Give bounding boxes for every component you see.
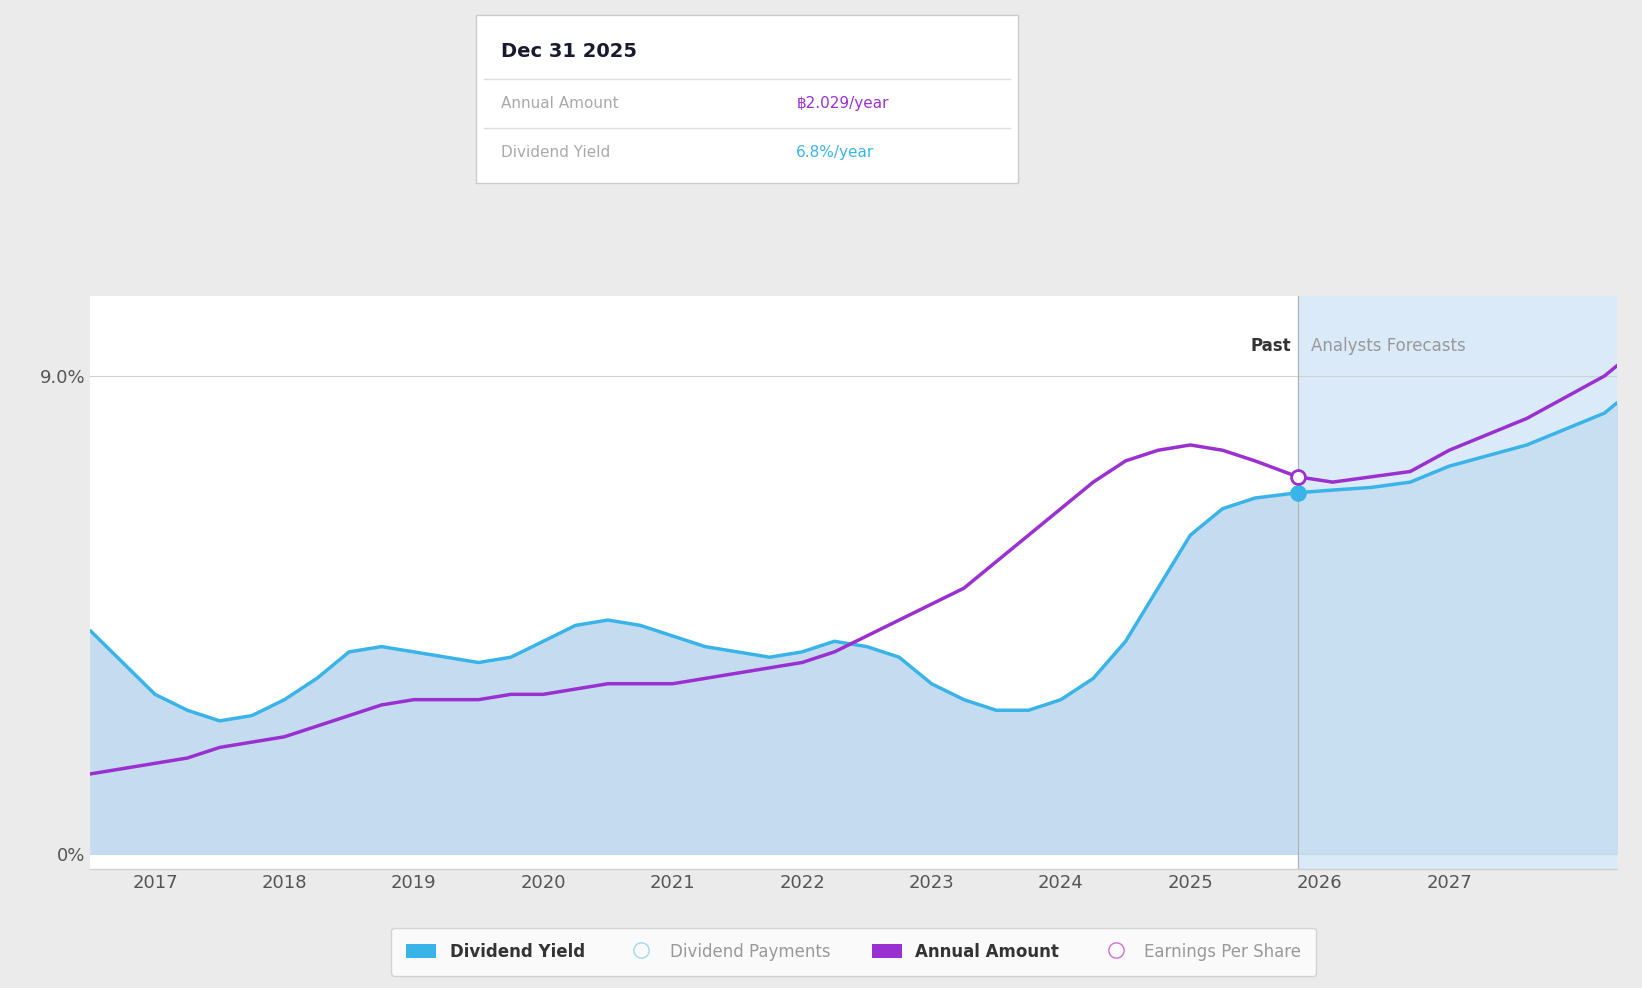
Legend: Dividend Yield, Dividend Payments, Annual Amount, Earnings Per Share: Dividend Yield, Dividend Payments, Annua… <box>391 928 1317 976</box>
Text: Past: Past <box>1251 337 1291 355</box>
Text: Dec 31 2025: Dec 31 2025 <box>501 42 637 61</box>
Text: Annual Amount: Annual Amount <box>501 96 619 111</box>
Text: 6.8%/year: 6.8%/year <box>796 145 875 160</box>
Point <box>1284 485 1310 501</box>
Text: Analysts Forecasts: Analysts Forecasts <box>1310 337 1465 355</box>
Text: ฿2.029/year: ฿2.029/year <box>796 96 888 111</box>
Text: Dividend Yield: Dividend Yield <box>501 145 611 160</box>
Point <box>1284 469 1310 485</box>
Bar <box>1297 296 1617 869</box>
